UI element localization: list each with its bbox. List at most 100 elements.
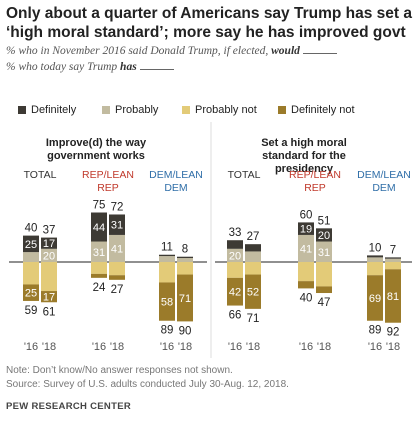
bar-definitely-not: [177, 274, 193, 322]
data-label-positive-total: 10: [369, 242, 382, 254]
year-label: '18: [317, 341, 331, 353]
group-label: DEM/LEAN: [357, 169, 411, 181]
data-label-probably: 20: [229, 250, 241, 262]
year-label: '16: [299, 341, 313, 353]
data-label-positive-total: 60: [300, 209, 313, 221]
data-label-negative-total: 92: [387, 327, 400, 339]
data-label-definitely-not: 17: [43, 292, 55, 304]
panel-title-line: presidency: [275, 163, 334, 175]
subtitle-blank-1: [302, 45, 337, 54]
legend-item-probably: Probably: [102, 104, 158, 116]
year-label: '16: [24, 341, 38, 353]
bar-probably: [367, 257, 383, 262]
year-label: '18: [386, 341, 400, 353]
group-label: DEM: [372, 182, 395, 194]
bar-probably: [316, 241, 332, 262]
legend-item-definitely: Definitely: [18, 104, 76, 116]
data-label-probably: 31: [93, 247, 105, 259]
legend-swatch: [18, 106, 26, 114]
panel-title-line: Improve(d) the way: [46, 137, 147, 149]
year-label: '16: [228, 341, 242, 353]
bar-definitely: [367, 255, 383, 258]
data-label-positive-total: 75: [93, 200, 106, 212]
bar-probably: [298, 234, 314, 262]
data-label-definitely: 20: [318, 230, 330, 242]
bar-definitely-not: [23, 284, 39, 301]
bar-probably: [177, 258, 193, 262]
legend-label: Definitely: [31, 104, 77, 116]
legend-swatch: [182, 106, 190, 114]
data-label-negative-total: 47: [318, 297, 331, 309]
data-label-definitely-not: 69: [369, 293, 381, 305]
bar-probably: [385, 258, 401, 262]
source: Source: Survey of U.S. adults conducted …: [6, 379, 289, 390]
data-label-positive-total: 37: [43, 225, 56, 237]
bar-probably: [245, 251, 261, 262]
panel-title-line: government works: [47, 150, 145, 162]
bar-probably-not: [316, 262, 332, 287]
subtitle-line-1-bold: would: [271, 45, 300, 57]
bar-probably-not: [23, 262, 39, 285]
bar-probably-not: [109, 262, 125, 276]
data-label-negative-total: 59: [25, 305, 38, 317]
data-label-negative-total: 89: [161, 325, 174, 337]
legend-label: Definitely not: [291, 104, 355, 116]
legend-swatch: [278, 106, 286, 114]
bar-definitely-not: [316, 286, 332, 294]
data-label-probably: 41: [300, 243, 312, 255]
bar-definitely: [159, 254, 175, 257]
group-label: REP/LEAN: [82, 169, 134, 181]
year-label: '18: [178, 341, 192, 353]
data-label-positive-total: 51: [318, 215, 331, 227]
year-label: '16: [160, 341, 174, 353]
data-label-definitely-not: 52: [247, 287, 259, 299]
data-label-negative-total: 89: [369, 325, 382, 337]
data-label-definitely: 19: [300, 224, 312, 236]
bar-definitely: [41, 237, 57, 249]
bar-definitely: [385, 257, 401, 259]
data-label-positive-total: 7: [390, 244, 396, 256]
bar-probably-not: [177, 262, 193, 275]
bar-probably-not: [227, 262, 243, 278]
bar-probably-not: [367, 262, 383, 276]
bar-probably: [159, 256, 175, 262]
bar-probably-not: [298, 262, 314, 282]
group-label: DEM/LEAN: [149, 169, 203, 181]
subtitle-line-2: % who today say Trump has: [6, 61, 174, 73]
bar-definitely-not: [227, 277, 243, 306]
data-label-negative-total: 66: [229, 310, 242, 322]
year-label: '18: [110, 341, 124, 353]
group-label: TOTAL: [24, 169, 57, 181]
brand: PEW RESEARCH CENTER: [6, 401, 131, 412]
bar-definitely-not: [109, 275, 125, 280]
data-label-negative-total: 24: [93, 282, 106, 294]
data-label-definitely-not: 25: [25, 288, 37, 300]
bar-probably: [91, 241, 107, 262]
bar-definitely-not: [367, 275, 383, 321]
bar-definitely-not: [245, 274, 261, 309]
legend-item-probably-not: Probably not: [182, 104, 257, 116]
bar-definitely: [91, 212, 107, 242]
data-label-probably: 31: [318, 247, 330, 259]
data-label-definitely-not: 81: [387, 291, 399, 303]
bar-definitely-not: [41, 291, 57, 303]
data-label-negative-total: 61: [43, 306, 56, 318]
data-label-positive-total: 33: [229, 227, 242, 239]
bar-definitely-not: [91, 273, 107, 278]
data-label-negative-total: 90: [179, 325, 192, 337]
chart-title: Only about a quarter of Americans say Tr…: [6, 5, 412, 41]
bar-probably: [227, 248, 243, 262]
bar-definitely: [177, 256, 193, 259]
data-label-positive-total: 11: [161, 242, 173, 254]
bar-probably-not: [385, 262, 401, 270]
bar-probably-not: [91, 262, 107, 274]
bar-probably: [23, 252, 39, 262]
year-label: '18: [246, 341, 260, 353]
bar-definitely-not: [159, 282, 175, 321]
data-label-positive-total: 40: [25, 223, 38, 235]
legend-label: Probably not: [195, 104, 257, 116]
bar-definitely: [109, 214, 125, 235]
data-label-negative-total: 40: [300, 292, 313, 304]
bar-probably-not: [41, 262, 57, 292]
